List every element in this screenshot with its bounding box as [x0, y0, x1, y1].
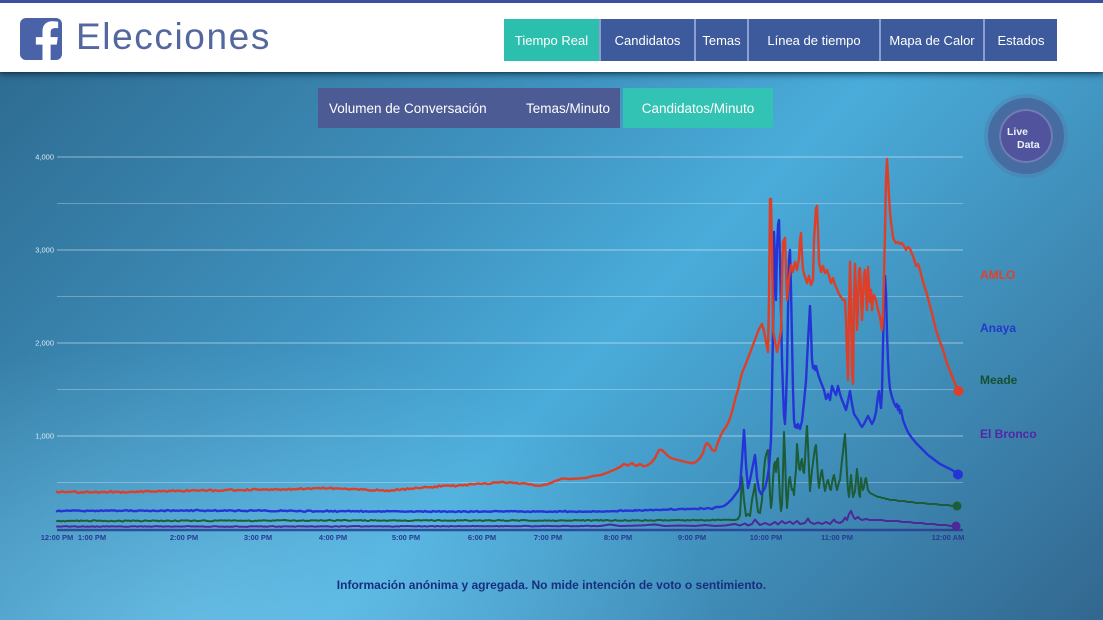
svg-text:12:00 PM: 12:00 PM	[41, 533, 74, 542]
svg-text:10:00 PM: 10:00 PM	[750, 533, 783, 542]
svg-text:AMLO: AMLO	[980, 268, 1015, 282]
svg-text:12:00 AM: 12:00 AM	[932, 533, 965, 542]
svg-text:7:00 PM: 7:00 PM	[534, 533, 562, 542]
svg-text:11:00 PM: 11:00 PM	[821, 533, 853, 542]
svg-text:5:00 PM: 5:00 PM	[392, 533, 420, 542]
svg-text:2,000: 2,000	[35, 339, 54, 348]
svg-text:8:00 PM: 8:00 PM	[604, 533, 632, 542]
svg-text:4:00 PM: 4:00 PM	[319, 533, 347, 542]
svg-text:El Bronco: El Bronco	[980, 427, 1037, 441]
svg-text:6:00 PM: 6:00 PM	[468, 533, 496, 542]
svg-text:3,000: 3,000	[35, 246, 54, 255]
svg-text:1:00 PM: 1:00 PM	[78, 533, 106, 542]
svg-text:9:00 PM: 9:00 PM	[678, 533, 706, 542]
svg-text:Anaya: Anaya	[980, 321, 1016, 335]
svg-text:4,000: 4,000	[35, 153, 54, 162]
svg-text:Meade: Meade	[980, 373, 1018, 387]
svg-text:1,000: 1,000	[35, 432, 54, 441]
svg-text:3:00 PM: 3:00 PM	[244, 533, 272, 542]
svg-text:2:00 PM: 2:00 PM	[170, 533, 198, 542]
